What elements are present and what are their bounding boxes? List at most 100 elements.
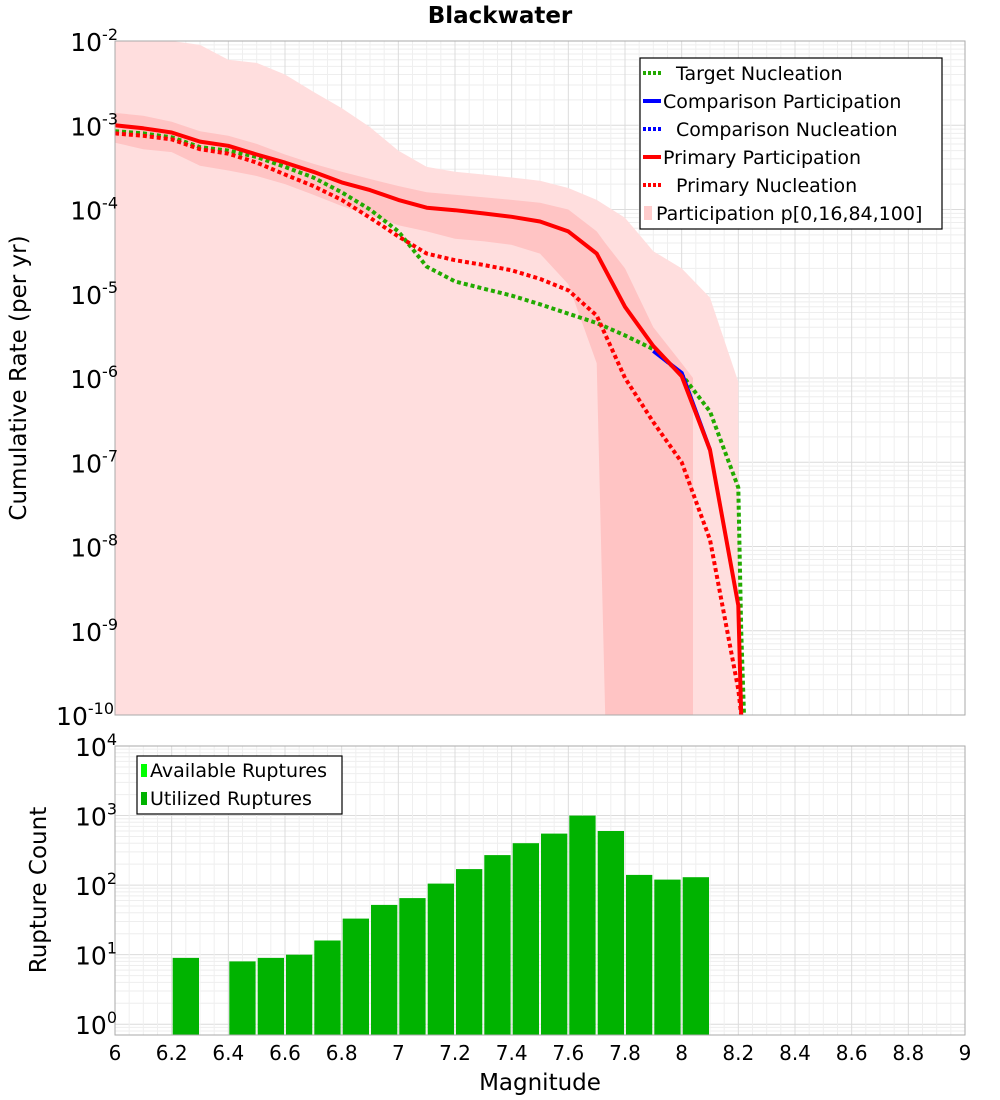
rate-legend-box [639,57,943,230]
rate-y-tick: 10-8 [70,531,118,563]
rupture-y-tick-exponent: 4 [107,730,117,749]
participation-bands [115,41,739,715]
magnitude-x-tick: 6.8 [326,1041,358,1065]
magnitude-x-tick: 8.8 [892,1041,924,1065]
rupture-legend-box [136,755,343,815]
rate-y-tick-base: 10 [70,28,102,57]
rate-y-tick-base: 10 [56,702,88,731]
legend-swatch-band [644,206,652,220]
legend-entry-label: Comparison Participation [663,91,901,113]
chart-title: Blackwater [428,3,573,29]
magnitude-x-tick: 7.2 [439,1041,471,1065]
rate-y-tick: 10-2 [70,25,118,57]
rate-y-tick-exponent: -2 [102,25,118,44]
rupture-legend-swatch [141,792,147,805]
rupture-bar [286,954,313,1035]
rate-y-tick-exponent: -5 [102,278,118,297]
rupture-bar [342,918,369,1035]
rupture-bar [626,874,653,1035]
magnitude-x-tick: 8.6 [836,1041,868,1065]
rupture-bar [682,877,709,1035]
rupture-y-tick-base: 10 [75,733,107,762]
rate-y-tick-exponent: -4 [102,194,118,213]
rupture-y-tick: 101 [75,939,117,971]
rate-y-tick: 10-6 [70,362,118,394]
magnitude-x-tick: 7 [392,1041,405,1065]
rupture-bar [541,833,568,1035]
magnitude-x-tick: 7.8 [609,1041,641,1065]
rupture-y-tick-exponent: 0 [107,1008,117,1027]
legend-entry-label: Primary Participation [663,147,861,169]
participation-band-inner [115,112,693,715]
magnitude-x-tick: 6.6 [269,1041,301,1065]
rupture-y-tick: 104 [75,730,117,762]
rupture-y-tick: 100 [75,1008,117,1040]
rupture-y-tick: 103 [75,800,117,832]
rupture-y-axis-label: Rupture Count [26,807,52,973]
rate-y-tick-base: 10 [70,197,102,226]
rate-plot-panel: 10-210-310-410-510-610-710-810-910-10 Cu… [6,25,966,731]
rate-y-tick-exponent: -10 [88,699,114,718]
rupture-bar [456,869,483,1035]
rupture-legend-label: Utilized Ruptures [150,788,312,810]
rate-y-tick-base: 10 [70,534,102,563]
rupture-legend: Available Ruptures Utilized Ruptures [136,755,343,815]
primary-nucleation-line [114,131,744,716]
rupture-bar [569,815,596,1035]
rupture-y-tick-base: 10 [75,872,107,901]
rupture-bar [371,904,398,1035]
magnitude-x-tick: 7.6 [552,1041,584,1065]
rupture-plot-frame [114,745,966,1036]
primary-participation-line [114,123,744,716]
rupture-y-tick-exponent: 2 [107,869,117,888]
rupture-y-tick-base: 10 [75,942,107,971]
rate-lines [114,123,746,716]
legend-entry-label: Participation p[0,16,84,100] [656,203,922,225]
rupture-legend-swatch [141,764,147,777]
magnitude-x-tick: 6.4 [212,1041,244,1065]
rate-y-tick: 10-5 [70,278,118,310]
rate-y-tick-labels: 10-210-310-410-510-610-710-810-910-10 [56,25,118,731]
rupture-bar [399,898,426,1035]
magnitude-x-tick: 6.2 [156,1041,188,1065]
magnitude-x-tick: 8.2 [722,1041,754,1065]
magnitude-x-tick: 9 [959,1041,972,1065]
rate-plot-frame [114,40,966,716]
rate-y-tick-exponent: -9 [102,615,118,634]
participation-band-outer [115,41,739,715]
rupture-bar [512,843,539,1035]
magnitude-x-tick-labels: 6 6.2 6.4 6.6 6.8 7 7.2 7.4 7.6 7.8 8 8.2 8.4 8.6 8.8 9 [109,1041,972,1065]
rupture-y-tick-exponent: 1 [107,939,117,958]
rupture-bar [172,957,199,1035]
rupture-y-tick-exponent: 3 [107,800,117,819]
rate-y-tick-base: 10 [70,281,102,310]
rate-y-tick: 10-10 [56,699,114,731]
legend-entry-label: Target Nucleation [675,63,843,85]
rate-y-tick: 10-7 [70,446,118,478]
legend-entry-label: Comparison Nucleation [676,119,898,141]
rupture-bar [484,855,511,1035]
rate-y-tick: 10-4 [70,194,118,226]
rupture-y-tick: 102 [75,869,117,901]
rupture-bar [427,883,454,1035]
rupture-bar [257,957,284,1035]
rupture-bars [172,815,709,1035]
magnitude-x-tick: 8 [675,1041,688,1065]
rate-y-tick-exponent: -6 [102,362,118,381]
rate-y-axis-label: Cumulative Rate (per yr) [6,235,32,520]
magnitude-x-axis-label: Magnitude [479,1070,601,1096]
rate-y-tick-base: 10 [70,365,102,394]
rupture-bar [229,961,256,1035]
rate-legend: Target Nucleation Comparison Participatio… [639,57,943,230]
rupture-legend-label: Available Ruptures [150,760,327,782]
rate-y-tick: 10-9 [70,615,118,647]
magnitude-x-tick: 6 [109,1041,122,1065]
rupture-bar [654,879,681,1035]
rate-y-tick-exponent: -3 [102,109,118,128]
rate-y-tick-exponent: -8 [102,531,118,550]
legend-entry-label: Primary Nucleation [676,175,857,197]
rupture-bar [314,940,341,1035]
magnitude-x-tick: 8.4 [779,1041,811,1065]
